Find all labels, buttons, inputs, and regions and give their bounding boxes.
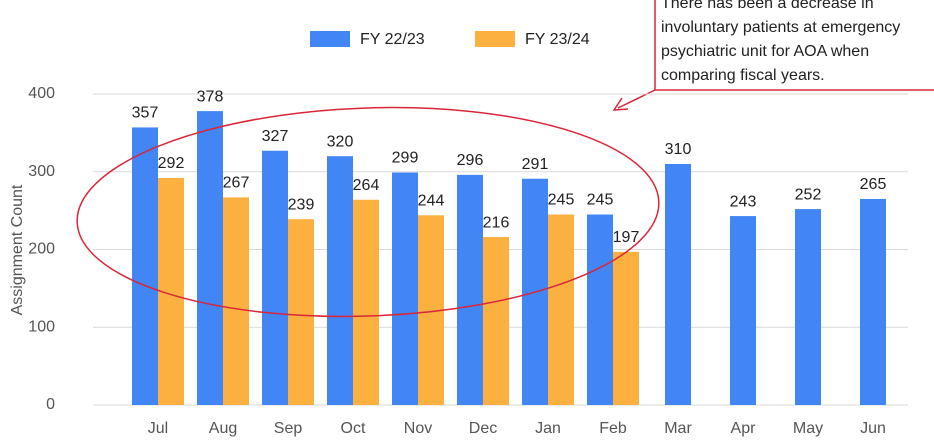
legend-label: FY 23/24 <box>525 31 590 48</box>
data-label: 264 <box>353 177 380 194</box>
data-label: 292 <box>158 155 185 172</box>
bar <box>457 174 483 405</box>
data-label: 267 <box>223 175 250 192</box>
y-tick-label: 400 <box>28 85 55 102</box>
arrow-head <box>612 97 629 111</box>
x-tick-label: Sep <box>274 420 303 437</box>
bar <box>197 111 223 405</box>
data-label: 320 <box>327 133 354 150</box>
bar <box>483 237 509 405</box>
data-label: 216 <box>483 214 510 231</box>
x-tick-label: May <box>793 420 823 437</box>
x-tick-label: Jan <box>535 420 561 437</box>
x-tick-label: Jul <box>148 420 168 437</box>
x-tick-label: Oct <box>341 420 366 437</box>
y-tick-label: 0 <box>46 396 55 413</box>
annotation-box <box>654 0 934 91</box>
data-label: 197 <box>613 229 640 246</box>
y-tick-label: 200 <box>28 241 55 258</box>
annotation-text: comparing fiscal years. <box>661 67 825 84</box>
bar <box>587 214 613 405</box>
annotation-text: There has been a decrease in <box>661 0 874 12</box>
bar <box>262 150 288 405</box>
legend-swatch <box>310 31 350 47</box>
annotation-arrow <box>617 89 656 109</box>
legend-swatch <box>475 31 515 47</box>
bar <box>730 216 756 405</box>
bar <box>860 198 886 405</box>
data-label: 378 <box>197 88 224 105</box>
data-label: 265 <box>860 176 887 193</box>
y-tick-label: 100 <box>28 318 55 335</box>
bar <box>795 209 821 405</box>
bar <box>548 214 574 405</box>
x-tick-label: Dec <box>469 420 497 437</box>
data-label: 310 <box>665 141 692 158</box>
data-label: 296 <box>457 152 484 169</box>
data-label: 243 <box>730 193 757 210</box>
bar <box>288 219 314 405</box>
data-label: 357 <box>132 105 159 122</box>
bar <box>665 163 691 405</box>
data-label: 327 <box>262 128 289 145</box>
data-label: 291 <box>522 156 549 173</box>
bar <box>353 199 379 405</box>
bar <box>327 156 353 405</box>
bar <box>132 127 158 406</box>
x-tick-label: Nov <box>404 420 432 437</box>
annotation-text: involuntary patients at emergency <box>661 19 900 36</box>
y-tick-label: 300 <box>28 163 55 180</box>
bar <box>392 172 418 405</box>
data-label: 245 <box>548 192 575 209</box>
y-axis-label: Assignment Count <box>9 184 26 315</box>
annotation-text: psychiatric unit for AOA when <box>661 43 869 60</box>
x-tick-label: Feb <box>599 420 627 437</box>
x-tick-label: Jun <box>860 420 886 437</box>
highlight-ellipse <box>76 106 660 318</box>
x-tick-label: Aug <box>209 420 237 437</box>
data-label: 252 <box>795 186 822 203</box>
data-label: 239 <box>288 196 315 213</box>
data-label: 244 <box>418 193 445 210</box>
bar <box>223 197 249 405</box>
x-tick-label: Apr <box>731 420 757 437</box>
data-label: 245 <box>587 192 614 209</box>
x-tick-label: Mar <box>664 420 692 437</box>
legend-label: FY 22/23 <box>360 31 425 48</box>
data-label: 299 <box>392 150 419 167</box>
bar <box>613 251 639 405</box>
callout <box>612 0 934 111</box>
